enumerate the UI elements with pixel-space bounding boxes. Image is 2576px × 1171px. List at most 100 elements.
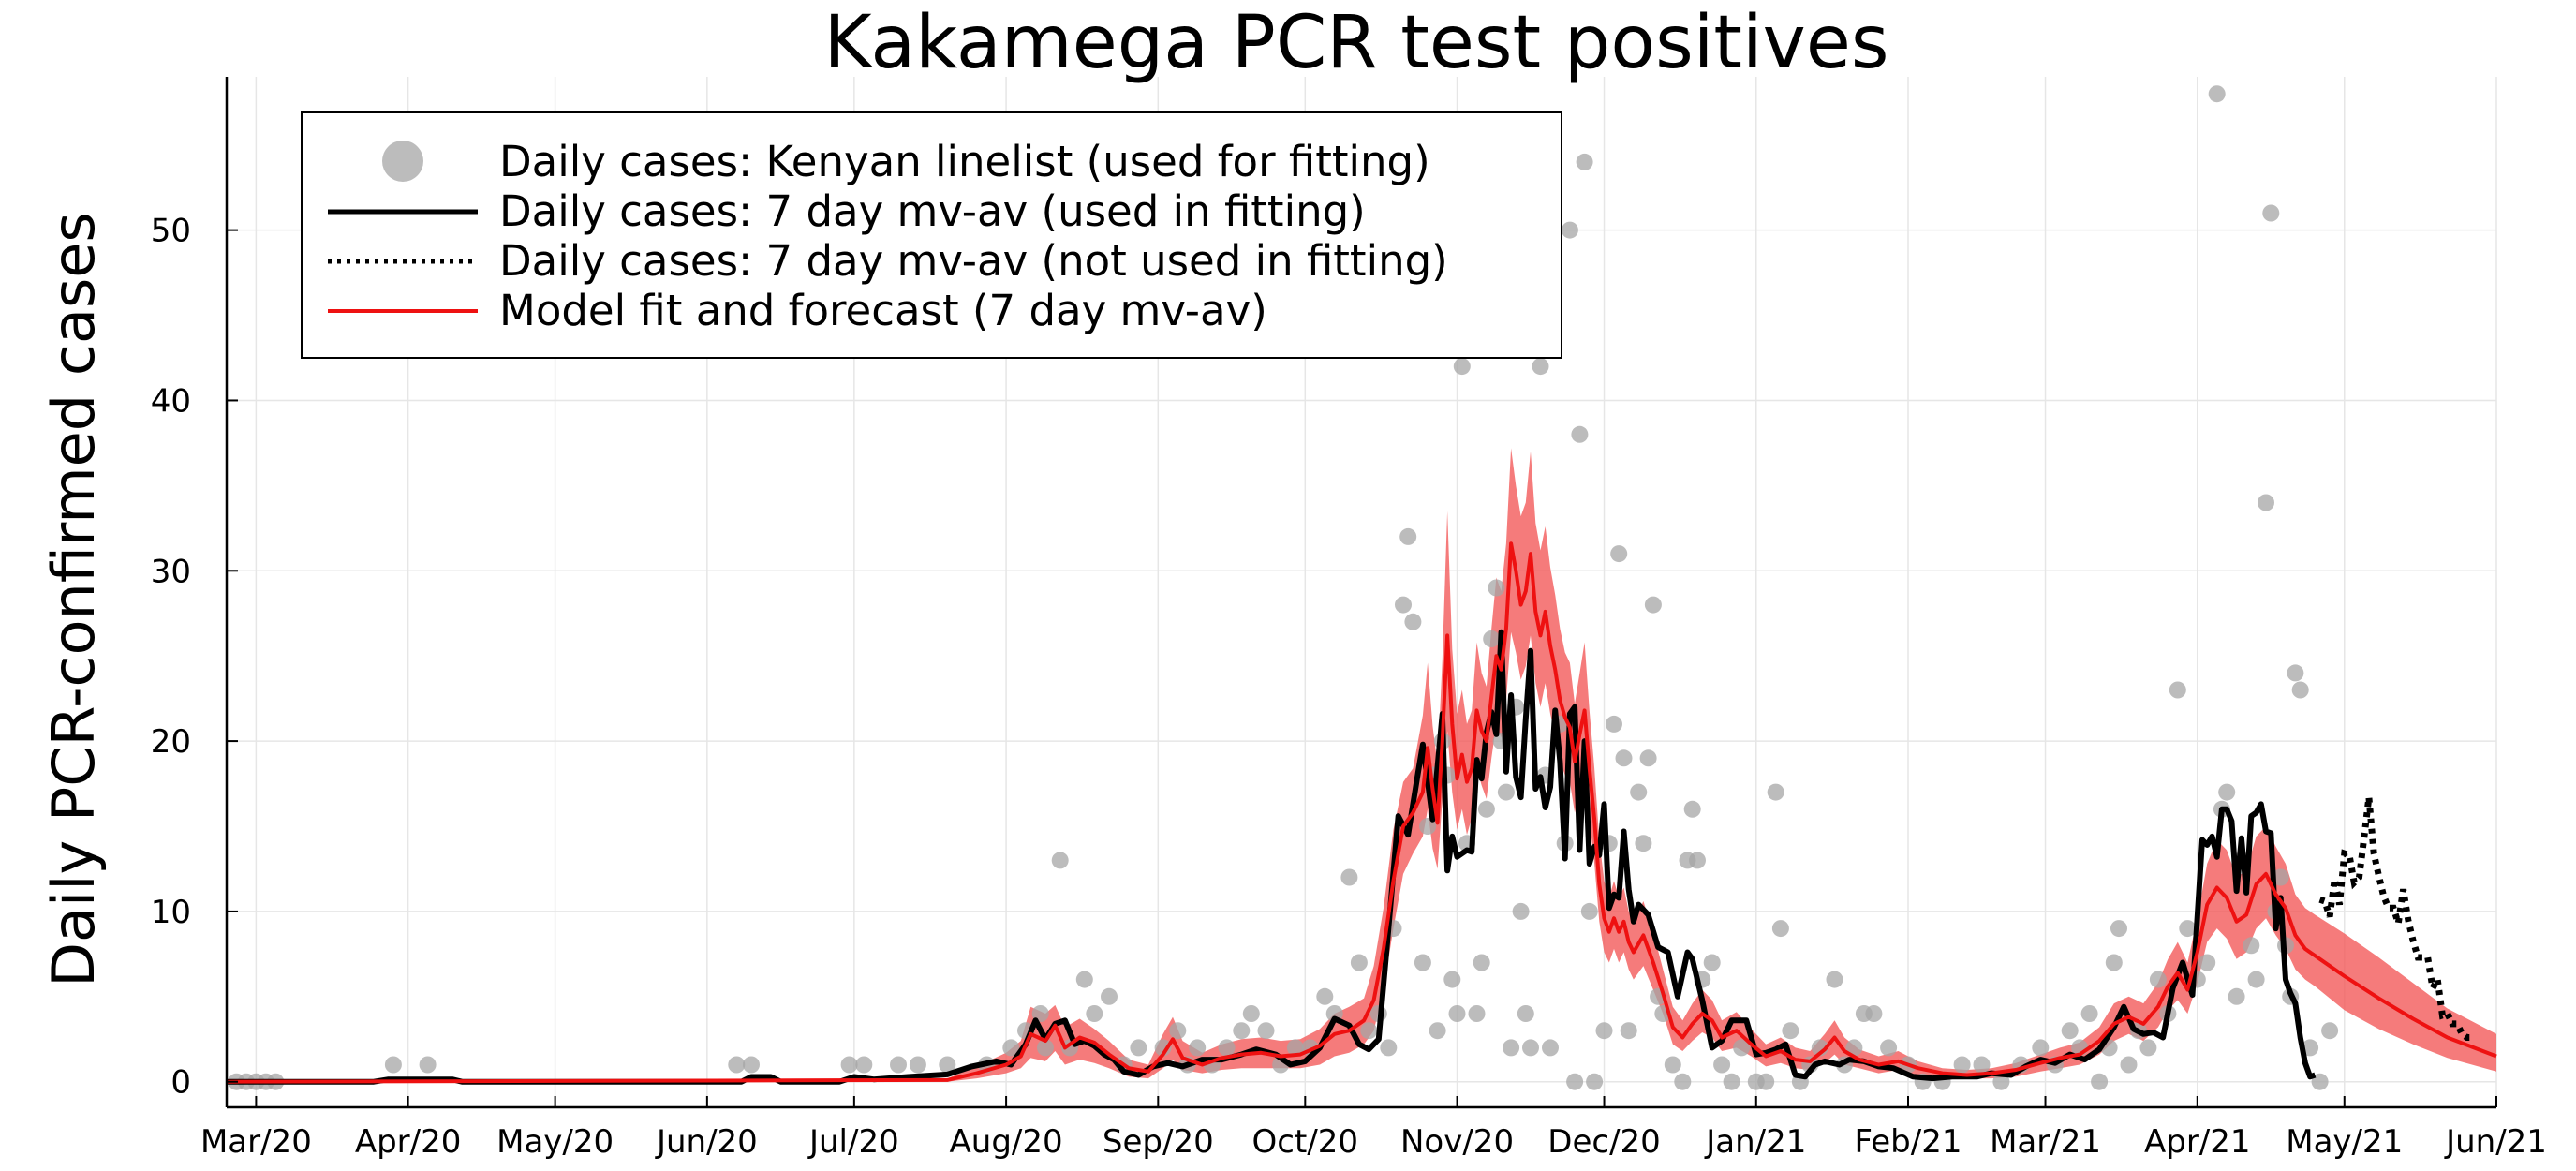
daily-case-point (840, 1056, 858, 1074)
daily-case-point (1586, 1073, 1604, 1090)
daily-case-point (1380, 1039, 1398, 1057)
daily-case-point (2291, 681, 2309, 699)
daily-case-point (1644, 596, 1662, 614)
daily-case-point (1086, 1005, 1103, 1022)
x-tick-label: Mar/20 (200, 1123, 312, 1161)
daily-case-point (1689, 852, 1706, 869)
x-tick-label: Oct/20 (1252, 1123, 1359, 1161)
daily-case-point (2243, 937, 2260, 955)
daily-case-point (2321, 1022, 2339, 1040)
y-tick-label: 10 (151, 894, 191, 931)
daily-case-point (1512, 902, 1530, 920)
y-tick-label: 20 (151, 723, 191, 761)
legend-label-model: Model fit and forecast (7 day mv-av) (499, 286, 1267, 335)
daily-case-point (1664, 1056, 1681, 1074)
daily-case-point (1865, 1005, 1883, 1022)
daily-case-point (2149, 971, 2167, 988)
daily-case-point (2218, 783, 2236, 801)
legend-marker-daily-cases (382, 141, 423, 182)
daily-case-point (1443, 971, 1461, 988)
daily-case-point (2032, 1039, 2050, 1057)
daily-case-point (909, 1056, 926, 1074)
x-tick-label: May/21 (2286, 1123, 2403, 1161)
x-tick-label: Dec/20 (1547, 1123, 1661, 1161)
daily-case-point (1595, 1022, 1613, 1040)
daily-case-point (1826, 971, 1843, 988)
daily-case-point (2272, 868, 2289, 886)
daily-case-point (855, 1056, 873, 1074)
daily-case-point (1169, 1022, 1187, 1040)
daily-case-point (1497, 783, 1515, 801)
x-tick-label: Aug/20 (950, 1123, 1063, 1161)
daily-case-point (2169, 681, 2186, 699)
daily-case-point (2198, 954, 2216, 971)
daily-case-point (1630, 783, 1648, 801)
daily-case-point (1286, 1039, 1304, 1057)
daily-case-point (1992, 1073, 2010, 1090)
daily-case-point (2228, 987, 2245, 1005)
daily-case-point (1571, 425, 1589, 443)
daily-case-point (1002, 1039, 1020, 1057)
series-lines (226, 541, 2497, 1085)
daily-case-point (2120, 1056, 2138, 1074)
daily-case-point (1561, 221, 1578, 239)
daily-case-point (1429, 1022, 1446, 1040)
daily-case-point (1316, 987, 1334, 1005)
y-tick-label: 40 (151, 382, 191, 420)
daily-case-point (890, 1056, 907, 1074)
daily-case-point (1360, 1022, 1378, 1040)
daily-case-point (1414, 954, 1431, 971)
daily-case-point (1503, 1039, 1520, 1057)
daily-case-point (1189, 1039, 1207, 1057)
daily-case-point (1051, 852, 1069, 869)
daily-case-point (1477, 800, 1495, 818)
daily-case-point (1037, 1039, 1054, 1057)
daily-case-point (939, 1056, 956, 1074)
daily-case-point (1771, 920, 1789, 938)
daily-case-point (2061, 1022, 2079, 1040)
x-tick-label: May/20 (496, 1123, 614, 1161)
daily-case-point (1448, 1005, 1466, 1022)
daily-case-point (1566, 1073, 1584, 1090)
daily-case-point (1242, 1005, 1260, 1022)
legend-label-mvav-not-fitted: Daily cases: 7 day mv-av (not used in fi… (499, 236, 1448, 286)
x-tick-label: Sep/20 (1103, 1123, 1214, 1161)
daily-case-point (1399, 527, 1417, 545)
legend-label-daily-cases: Daily cases: Kenyan linelist (used for f… (499, 137, 1430, 186)
daily-case-point (2247, 971, 2265, 988)
daily-case-point (1075, 971, 1093, 988)
y-axis-label: Daily PCR-confirmed cases (39, 212, 108, 986)
x-tick-label: Nov/20 (1400, 1123, 1514, 1161)
daily-case-point (2262, 204, 2280, 222)
axes (225, 77, 2497, 1109)
legend-box (301, 111, 1562, 359)
daily-case-point (1635, 835, 1652, 852)
daily-case-point (1350, 954, 1368, 971)
daily-case-point (1130, 1039, 1147, 1057)
daily-case-point (1101, 987, 1118, 1005)
daily-case-point (1580, 902, 1598, 920)
daily-case-point (1532, 358, 1549, 376)
daily-case-point (2208, 85, 2226, 103)
daily-case-point (1468, 1005, 1486, 1022)
daily-case-point (1453, 358, 1471, 376)
x-tick-label: Jul/20 (807, 1123, 899, 1161)
daily-case-point (1488, 579, 1505, 597)
daily-case-point (1639, 749, 1657, 767)
daily-case-point (1674, 1073, 1692, 1090)
daily-case-point (1395, 596, 1412, 614)
daily-case-point (2258, 494, 2274, 511)
x-tick-label: Apr/21 (2144, 1123, 2251, 1161)
daily-case-point (2080, 1005, 2098, 1022)
y-tick-labels: 0 10 20 30 40 50 (151, 213, 191, 1102)
daily-case-point (1757, 1073, 1775, 1090)
daily-case-point (1782, 1022, 1799, 1040)
daily-case-point (1953, 1056, 1971, 1074)
x-tick-label: Jan/21 (1704, 1123, 1806, 1161)
x-tick-label: Feb/21 (1855, 1123, 1962, 1161)
daily-case-point (419, 1056, 437, 1074)
daily-case-point (1845, 1039, 1863, 1057)
daily-case-point (1576, 153, 1593, 170)
y-tick-label: 0 (170, 1064, 191, 1102)
daily-case-point (1703, 954, 1721, 971)
